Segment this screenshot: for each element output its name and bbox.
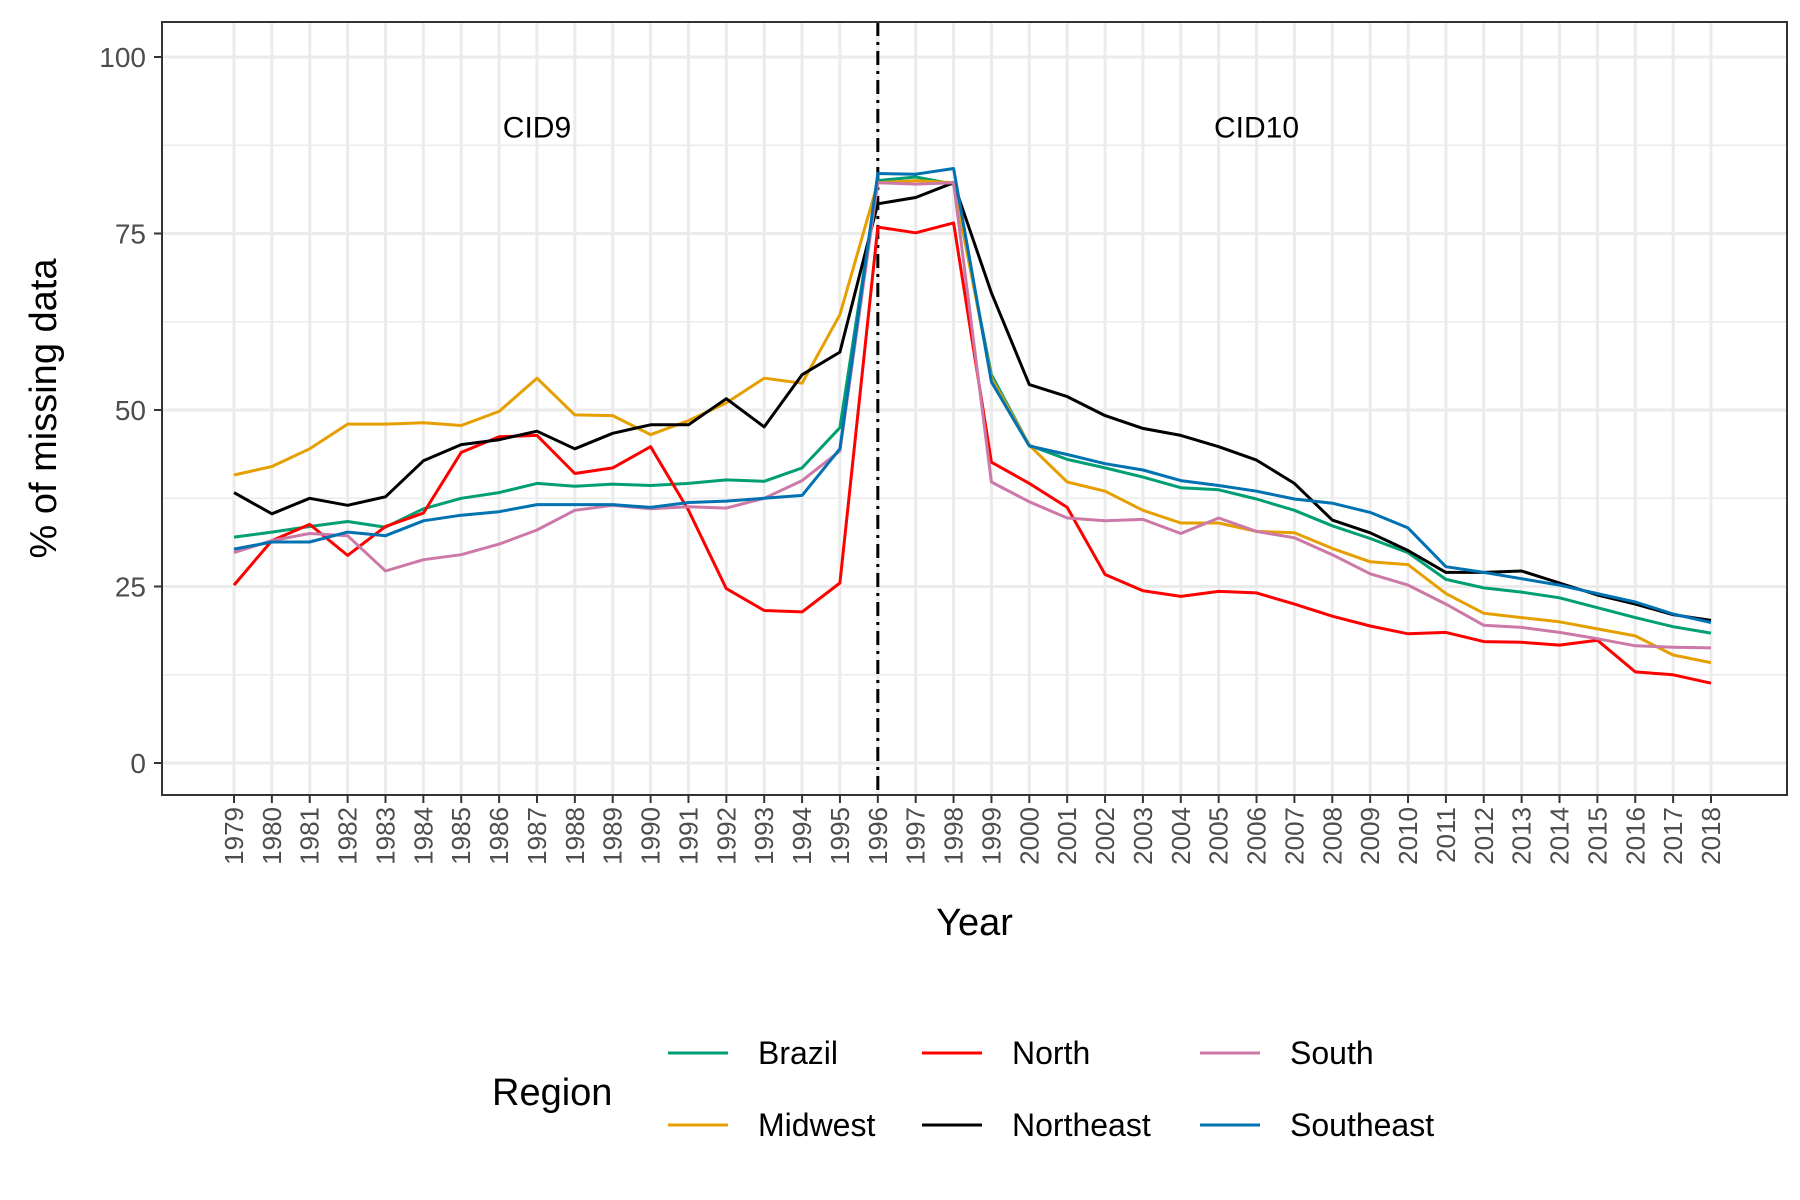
annotation-label: CID10 — [1214, 112, 1299, 145]
x-tick-label: 2001 — [1052, 807, 1082, 865]
x-tick-label: 2004 — [1166, 807, 1196, 865]
x-tick-label: 2016 — [1620, 807, 1650, 865]
y-tick-label: 0 — [130, 748, 146, 779]
x-tick-label: 2018 — [1696, 807, 1726, 865]
x-tick-label: 2009 — [1355, 807, 1385, 865]
x-tick-label: 2010 — [1393, 807, 1423, 865]
x-tick-label: 2008 — [1317, 807, 1347, 865]
annotation-label: CID9 — [503, 112, 571, 145]
y-tick-label: 50 — [115, 395, 146, 426]
x-tick-label: 2006 — [1242, 807, 1272, 865]
x-tick-label: 1983 — [370, 807, 400, 865]
x-tick-label: 2011 — [1431, 807, 1461, 863]
x-axis-title: Year — [936, 902, 1013, 944]
legend: Region Brazil Midwest North Northeast South S… — [492, 1035, 1434, 1143]
x-tick-label: 2013 — [1507, 807, 1537, 865]
x-tick-label: 1991 — [673, 807, 703, 865]
legend-label: North — [1012, 1035, 1090, 1071]
y-axis: 0 25 50 75 100 — [99, 42, 162, 779]
x-tick-label: 1987 — [522, 807, 552, 865]
x-tick-label: 1999 — [976, 807, 1006, 865]
x-tick-label: 1986 — [484, 807, 514, 865]
series-line-south — [233, 181, 1712, 650]
x-tick-label: 1988 — [560, 807, 590, 865]
series-line-southeast — [233, 167, 1712, 624]
x-tick-label: 1982 — [333, 807, 363, 865]
y-axis-title: % of missing data — [23, 258, 65, 559]
x-tick-label: 1984 — [408, 807, 438, 865]
x-tick-label: 1985 — [446, 807, 476, 865]
x-tick-label: 2014 — [1545, 807, 1575, 865]
grid-lines — [162, 22, 1787, 795]
legend-label: Southeast — [1290, 1107, 1434, 1143]
y-tick-label: 75 — [115, 219, 146, 250]
x-tick-label: 2005 — [1204, 807, 1234, 865]
x-tick-label: 2002 — [1090, 807, 1120, 865]
x-tick-label: 1980 — [257, 807, 287, 865]
legend-title: Region — [492, 1072, 612, 1114]
plot-border — [161, 21, 1788, 796]
legend-label: Midwest — [758, 1107, 875, 1143]
legend-label: South — [1290, 1035, 1374, 1071]
x-tick-label: 1981 — [295, 807, 325, 865]
x-tick-label: 1996 — [863, 807, 893, 865]
x-tick-label: 1990 — [636, 807, 666, 865]
x-tick-label: 2017 — [1658, 807, 1688, 865]
x-tick-label: 2012 — [1469, 807, 1499, 865]
series-line-northeast — [233, 181, 1712, 622]
x-tick-label: 2007 — [1279, 807, 1309, 865]
annotation-layer: CID9 CID10 — [503, 112, 1299, 145]
x-tick-label: 1993 — [749, 807, 779, 865]
x-tick-label: 1994 — [787, 807, 817, 865]
x-tick-label: 1989 — [598, 807, 628, 865]
series-layer — [232, 167, 1712, 685]
y-tick-label: 100 — [99, 42, 146, 73]
x-tick-label: 1995 — [825, 807, 855, 865]
x-tick-label: 2003 — [1128, 807, 1158, 865]
x-tick-label: 1997 — [901, 807, 931, 865]
x-tick-label: 1998 — [939, 807, 969, 865]
x-tick-label: 2000 — [1014, 807, 1044, 865]
x-tick-label: 1992 — [711, 807, 741, 865]
legend-label: Brazil — [758, 1035, 838, 1071]
x-tick-label: 2015 — [1582, 807, 1612, 865]
legend-label: Northeast — [1012, 1107, 1151, 1143]
x-tick-label: 1979 — [219, 807, 249, 865]
x-axis: 1979 1980 1981 1982 1983 1984 1985 1986 1987 1988… — [219, 795, 1726, 865]
y-tick-label: 25 — [115, 572, 146, 603]
